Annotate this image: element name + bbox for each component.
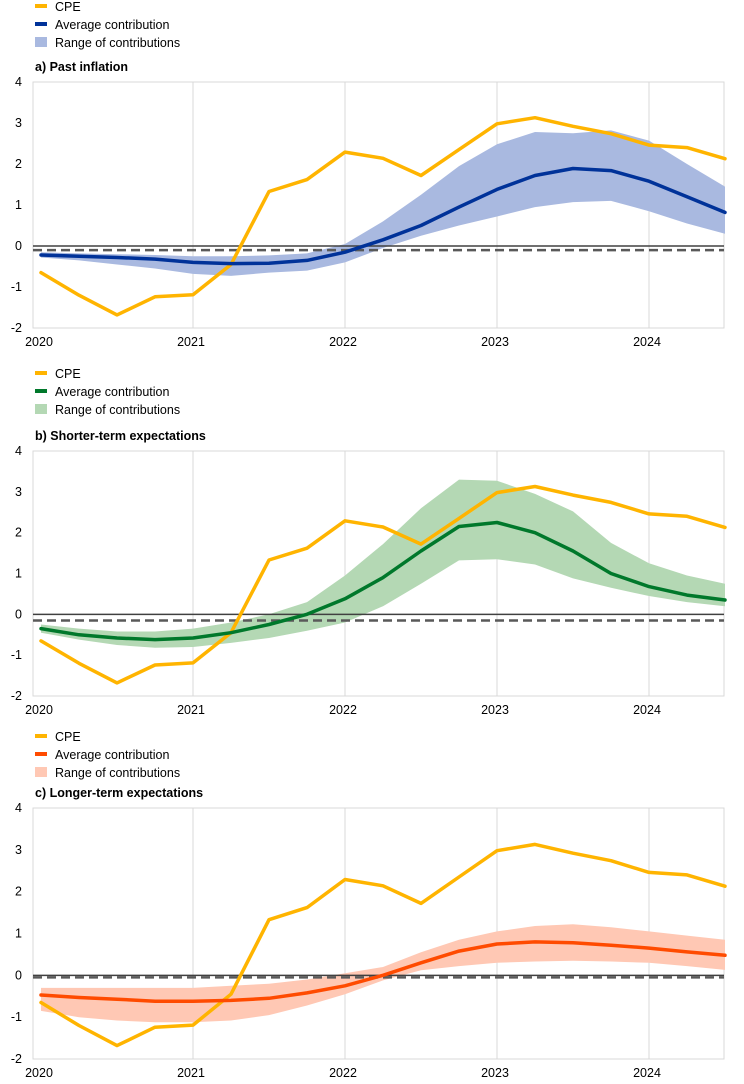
legend-swatch-range <box>35 37 47 47</box>
y-tick-label: 1 <box>15 927 22 941</box>
y-tick-label: -1 <box>11 1010 22 1024</box>
legend: CPE Average contribution Range of contribu… <box>35 730 180 780</box>
legend-swatch-cpe <box>35 371 47 375</box>
chart-panel-c: CPE Average contribution Range of contribu… <box>11 730 727 1080</box>
average-contribution-line <box>39 940 727 1004</box>
average-contribution-line <box>39 166 727 266</box>
legend-swatch-average <box>35 752 47 756</box>
plot-frame <box>32 807 725 1060</box>
x-tick-label: 2020 <box>25 1066 53 1080</box>
y-tick-label: 4 <box>15 75 22 89</box>
chart-title: b) Shorter-term expectations <box>35 429 206 443</box>
chart-title: a) Past inflation <box>35 60 128 74</box>
x-tick-label: 2023 <box>481 335 509 349</box>
legend: CPE Average contribution Range of contribu… <box>35 0 180 50</box>
y-tick-label: 1 <box>15 198 22 212</box>
y-tick-label: -1 <box>11 280 22 294</box>
x-tick-label: 2021 <box>177 1066 205 1080</box>
y-tick-label: 2 <box>15 885 22 899</box>
y-tick-label: -2 <box>11 689 22 703</box>
range-band <box>41 479 725 648</box>
legend-swatch-range <box>35 404 47 414</box>
y-tick-label: 3 <box>15 485 22 499</box>
legend-swatch-cpe <box>35 734 47 738</box>
legend-label-range: Range of contributions <box>55 36 180 50</box>
legend-label-average: Average contribution <box>55 385 169 399</box>
legend-label-range: Range of contributions <box>55 403 180 417</box>
legend: CPE Average contribution Range of contribu… <box>35 367 180 417</box>
y-tick-label: 4 <box>15 444 22 458</box>
legend-label-cpe: CPE <box>55 367 81 381</box>
x-tick-label: 2020 <box>25 703 53 717</box>
legend-label-range: Range of contributions <box>55 766 180 780</box>
x-tick-label: 2024 <box>633 335 661 349</box>
average-contribution-line <box>39 520 727 642</box>
legend-label-cpe: CPE <box>55 0 81 14</box>
x-tick-label: 2021 <box>177 335 205 349</box>
plot-frame <box>32 81 725 329</box>
legend-label-average: Average contribution <box>55 748 169 762</box>
y-tick-label: 0 <box>15 239 22 253</box>
legend-label-cpe: CPE <box>55 730 81 744</box>
y-tick-label: 2 <box>15 157 22 171</box>
chart-title: c) Longer-term expectations <box>35 786 203 800</box>
chart-panel-b: CPE Average contribution Range of contribu… <box>11 367 727 717</box>
y-tick-label: -2 <box>11 321 22 335</box>
legend-swatch-average <box>35 389 47 393</box>
cpe-line <box>39 484 727 685</box>
legend-swatch-range <box>35 767 47 777</box>
cpe-line <box>39 115 727 317</box>
y-tick-label: 3 <box>15 116 22 130</box>
x-tick-label: 2022 <box>329 1066 357 1080</box>
y-tick-label: -2 <box>11 1052 22 1066</box>
range-band <box>41 924 725 1023</box>
x-tick-label: 2024 <box>633 703 661 717</box>
plot-frame <box>32 450 725 697</box>
y-tick-label: 0 <box>15 968 22 982</box>
chart-panel-a: CPE Average contribution Range of contribu… <box>11 0 727 349</box>
x-tick-label: 2024 <box>633 1066 661 1080</box>
range-band <box>41 130 725 276</box>
x-tick-label: 2022 <box>329 703 357 717</box>
y-tick-label: 3 <box>15 843 22 857</box>
x-tick-label: 2021 <box>177 703 205 717</box>
y-tick-label: 4 <box>15 801 22 815</box>
y-tick-label: 0 <box>15 607 22 621</box>
x-tick-label: 2020 <box>25 335 53 349</box>
y-tick-label: -1 <box>11 648 22 662</box>
cpe-line <box>39 842 727 1048</box>
y-tick-label: 2 <box>15 526 22 540</box>
x-tick-label: 2022 <box>329 335 357 349</box>
legend-swatch-cpe <box>35 4 47 8</box>
x-tick-label: 2023 <box>481 703 509 717</box>
x-tick-label: 2023 <box>481 1066 509 1080</box>
y-tick-label: 1 <box>15 567 22 581</box>
legend-label-average: Average contribution <box>55 18 169 32</box>
legend-swatch-average <box>35 22 47 26</box>
